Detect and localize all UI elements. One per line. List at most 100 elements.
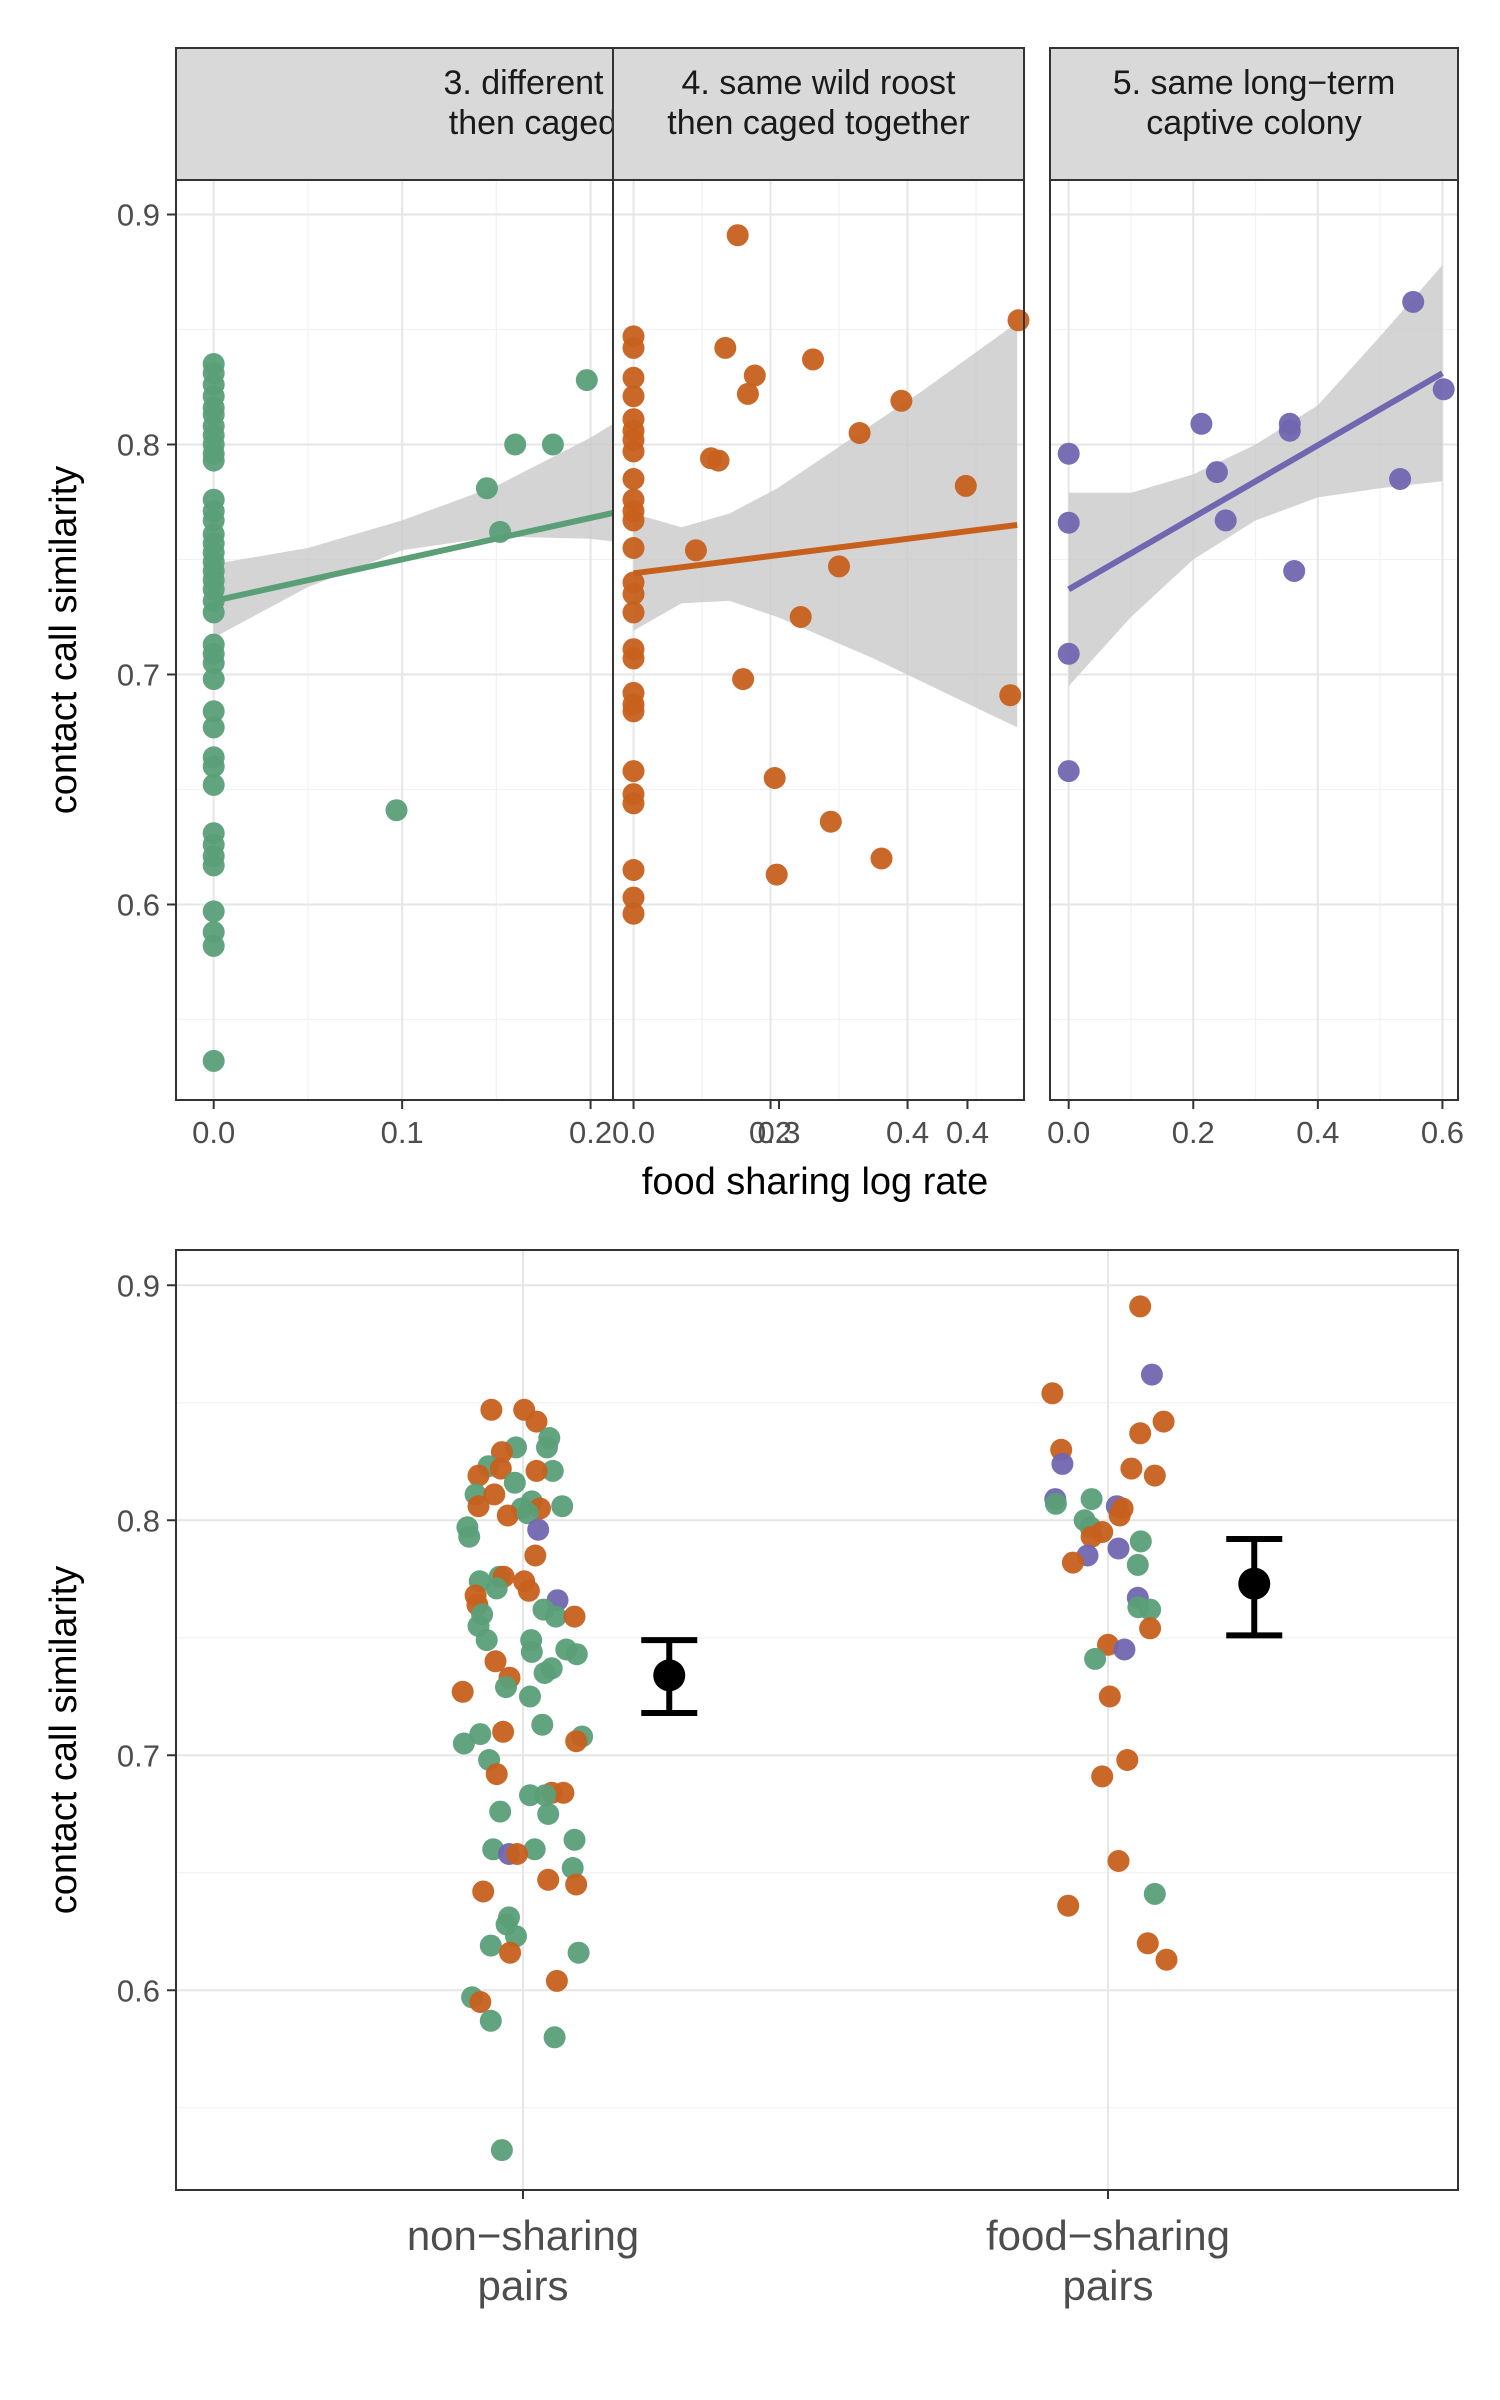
data-point [490, 1441, 513, 1464]
x-category-label-line: pairs [1062, 2262, 1153, 2309]
x-tick-label: 0.1 [381, 1115, 424, 1150]
data-point [1190, 412, 1213, 435]
x-tick-label: 0.2 [1172, 1115, 1215, 1150]
data-point [848, 422, 871, 444]
data-point [1432, 378, 1455, 401]
x-tick-label: 0.2 [749, 1115, 792, 1150]
data-point [1152, 1410, 1175, 1433]
y-tick-label: 0.9 [117, 198, 160, 233]
data-point [499, 1941, 522, 1964]
data-point [467, 1495, 490, 1518]
data-point [1113, 1638, 1136, 1661]
x-category-label-line: pairs [477, 2262, 568, 2309]
data-point [1057, 760, 1080, 783]
facet-strip-label-line: 5. same long−term [1113, 64, 1396, 102]
data-point [1116, 1749, 1139, 1771]
panel-border [175, 1249, 1459, 2191]
data-point [467, 1464, 490, 1487]
data-point [537, 1803, 560, 1825]
data-point [622, 440, 645, 463]
data-point [1278, 419, 1301, 442]
y-tick-label: 0.7 [117, 1738, 160, 1773]
data-point [472, 1880, 495, 1903]
data-point [1057, 511, 1080, 534]
data-point [519, 1685, 541, 1708]
data-point [503, 1471, 526, 1494]
data-point [525, 1459, 548, 1482]
data-point [451, 1680, 474, 1703]
data-point [469, 1723, 492, 1746]
top-y-axis-title: contact call similarity [43, 466, 85, 814]
mean-point [653, 1659, 686, 1692]
data-point [483, 1483, 506, 1506]
data-point [537, 1868, 560, 1891]
data-point [534, 1784, 557, 1807]
data-point [541, 1459, 564, 1482]
data-point [1057, 642, 1080, 665]
data-point [1205, 461, 1228, 484]
data-point [954, 474, 977, 497]
data-point [565, 1873, 588, 1896]
data-point [819, 810, 842, 833]
x-tick-label: 0.6 [1421, 1115, 1464, 1150]
data-point [524, 1544, 547, 1567]
data-point [202, 934, 225, 957]
data-point [527, 1518, 550, 1541]
data-point [531, 1713, 554, 1736]
data-point [552, 1781, 575, 1804]
data-point [1107, 1850, 1130, 1872]
data-point [385, 799, 408, 822]
data-point [1139, 1617, 1162, 1640]
y-tick-label: 0.8 [117, 1503, 160, 1538]
y-tick-label: 0.8 [117, 428, 160, 463]
x-tick-label: 0.4 [946, 1115, 989, 1150]
x-category-label: food−sharing pairs [986, 2212, 1230, 2309]
x-tick-label: 0.3 [757, 1115, 800, 1150]
regression-line [633, 522, 1018, 577]
data-point [520, 1640, 543, 1663]
data-point [202, 773, 225, 796]
x-tick-label: 0.0 [1047, 1115, 1090, 1150]
y-tick-label: 0.7 [117, 658, 160, 693]
data-point [480, 1398, 503, 1421]
data-point [563, 1828, 586, 1851]
mean-ci-errorbar [1226, 1536, 1283, 1639]
data-point [202, 601, 225, 624]
data-point [1108, 1504, 1131, 1527]
confidence-band [1068, 265, 1443, 686]
data-point [533, 1662, 556, 1684]
data-point [622, 647, 645, 670]
data-point [202, 700, 225, 723]
data-point [565, 1643, 588, 1666]
data-point [622, 366, 645, 389]
facet-strip [612, 47, 1025, 181]
data-point [202, 668, 225, 691]
data-point [1091, 1765, 1114, 1788]
data-point [828, 555, 850, 578]
data-point [622, 859, 645, 881]
facet-strip-label-line: captive colony [1146, 104, 1361, 142]
data-point [452, 1732, 475, 1755]
data-point [622, 468, 645, 490]
x-category-label-line: non−sharing [407, 2212, 639, 2259]
facet-strip [1049, 47, 1459, 181]
data-point [484, 1650, 507, 1673]
data-point [1126, 1553, 1149, 1576]
data-point [1402, 290, 1425, 313]
data-point [506, 1843, 529, 1865]
data-point [743, 364, 766, 387]
data-point [1080, 1525, 1103, 1548]
data-point [1051, 1452, 1074, 1475]
facet-strip-label: 5. same long−term captive colony [1113, 64, 1396, 142]
data-point [543, 2026, 566, 2049]
data-point [202, 449, 225, 472]
data-point [565, 1730, 588, 1753]
data-point [517, 1579, 540, 1602]
data-point [622, 537, 645, 559]
x-category-label-line: food−sharing [986, 2212, 1230, 2259]
data-point [1389, 468, 1412, 490]
x-tick-label: 0.4 [886, 1115, 929, 1150]
facet-2: 4. same wild roost then caged together 0.0… [612, 47, 1030, 1150]
facet-strip-label: 4. same wild roost then caged together [667, 64, 969, 142]
data-point [622, 385, 645, 408]
